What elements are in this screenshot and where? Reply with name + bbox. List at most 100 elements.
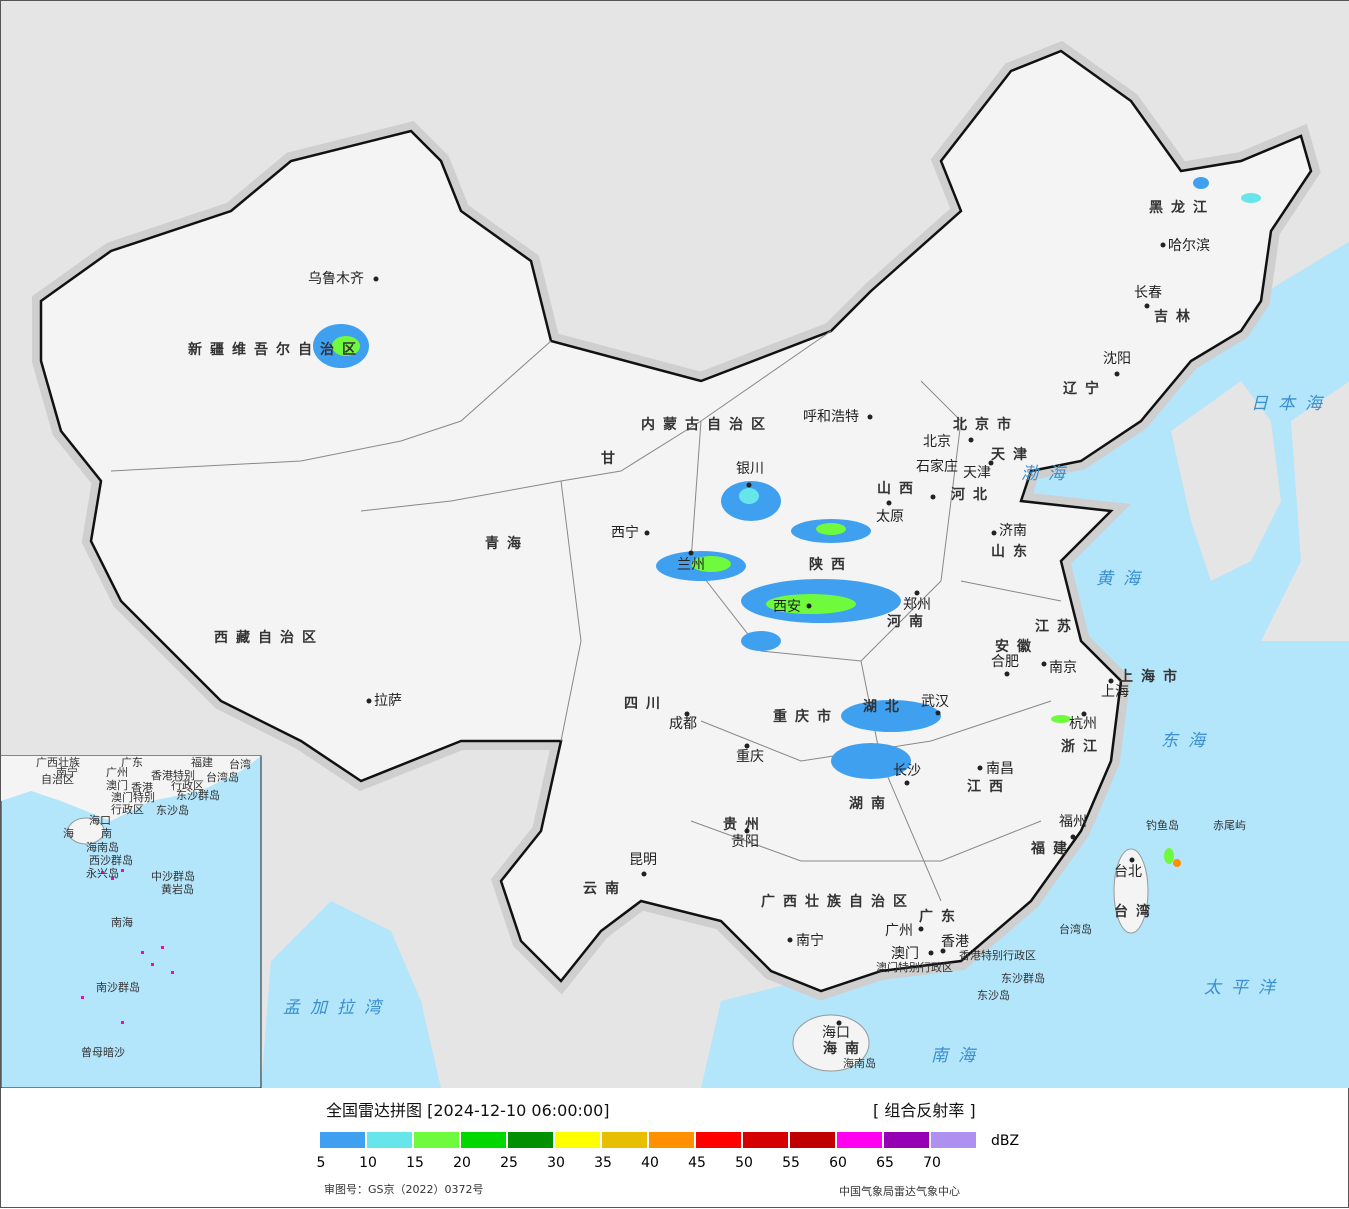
data-source: 中国气象局雷达气象中心 [839,1185,960,1198]
color-scale [320,1132,978,1148]
inset-label: 台湾岛 [206,770,239,784]
city-dot [836,1020,842,1026]
province-label: 重庆市 [773,708,839,725]
inset-label: 自治区 [41,772,74,786]
color-swatch [696,1132,741,1148]
city-dot [988,460,994,466]
scale-tick: 25 [500,1155,518,1171]
city-dot [886,500,892,506]
inset-label: 台湾 [229,757,251,771]
scale-tick: 45 [688,1155,706,1171]
city-dot [940,948,946,954]
city-label: 拉萨 [374,693,402,709]
inset-label: 东沙群岛 [176,788,220,802]
city-dot [1144,303,1150,309]
taiwan-island [1113,848,1149,934]
city-dot [928,950,934,956]
korea-land [1171,381,1281,581]
city-label: 济南 [999,523,1027,539]
province-label: 台湾 [1114,903,1158,920]
province-label: 吉林 [1154,308,1198,325]
radar-map[interactable]: 新疆维吾尔自治区西藏自治区青海甘内蒙古自治区黑龙江吉林辽宁河北山西陕西山东河南江… [1,1,1349,1088]
inset-label: 海口 [89,813,111,827]
city-dot [968,437,974,443]
city-label: 长春 [1134,285,1162,301]
scale-tick: 10 [359,1155,377,1171]
city-label: 南宁 [796,932,824,949]
sea-label: 东海 [1161,731,1215,751]
scale-tick: 15 [406,1155,424,1171]
city-dot [373,276,379,282]
city-label: 贵阳 [731,834,759,850]
city-label: 福州 [1059,814,1087,830]
island-label: 东沙岛 [977,988,1010,1002]
province-label: 四川 [624,696,668,712]
color-swatch [884,1132,929,1148]
province-label: 内蒙古自治区 [641,416,773,433]
color-swatch [461,1132,506,1148]
inset-label: 广西壮族 [36,755,80,769]
inset-label: 南沙群岛 [96,980,140,994]
city-dot [787,937,793,943]
scale-tick: 5 [316,1155,326,1171]
scale-tick: 60 [829,1155,847,1171]
city-dot [806,603,812,609]
city-label: 澳门 [891,946,919,962]
city-label: 石家庄 [916,458,958,475]
inset-label: 福建 [191,755,213,769]
sea-label: 南海 [931,1046,985,1066]
province-label: 甘 [601,450,623,467]
scale-tick: 55 [782,1155,800,1171]
sea-label: 渤海 [1021,464,1075,484]
city-label: 成都 [669,716,697,732]
province-label: 上海市 [1119,668,1185,685]
china-land [39,49,1313,993]
inset-label: 海南岛 [86,840,119,854]
sea-label: 日本海 [1251,394,1332,414]
city-label: 天津 [963,465,991,481]
city-dot [746,482,752,488]
city-dot [1114,371,1120,377]
color-swatch [837,1132,882,1148]
city-dot [1108,678,1114,684]
province-label: 福建 [1030,840,1075,857]
city-label: 重庆 [736,749,764,765]
city-label: 长沙 [893,763,921,779]
inset-label: 东沙岛 [156,803,189,817]
city-label: 广州 [885,923,913,939]
city-label: 西安 [773,599,801,615]
province-label: 陕西 [809,556,853,573]
color-swatch [602,1132,647,1148]
scale-tick: 40 [641,1155,659,1171]
city-dot [977,765,983,771]
province-label: 河南 [887,613,931,630]
province-label: 广东 [919,908,963,925]
sea-label: 孟加拉湾 [283,998,391,1018]
city-dot [1160,242,1166,248]
province-label: 江苏 [1035,618,1079,635]
province-label: 广西壮族自治区 [761,893,915,910]
sea-label: 太平洋 [1204,978,1285,998]
city-label: 北京 [923,434,951,450]
island-label: 钓鱼岛 [1146,818,1179,832]
city-label: 哈尔滨 [1168,238,1210,254]
color-swatch [649,1132,694,1148]
inset-label: 行政区 [111,802,144,816]
city-label: 南昌 [986,761,1014,777]
province-label: 安徽 [995,638,1039,655]
color-swatch [367,1132,412,1148]
inset-label: 中沙群岛 [151,869,195,883]
city-dot [904,780,910,786]
inset-label: 南海 [111,915,133,929]
color-swatch [743,1132,788,1148]
province-label: 湖北 [863,699,907,715]
province-label: 青海 [485,535,529,552]
inset-label: 广州 [106,766,128,779]
city-label: 太原 [876,509,904,525]
province-label: 北京市 [953,416,1019,433]
city-label: 沈阳 [1103,351,1131,367]
city-label: 郑州 [903,597,931,613]
city-dot [366,698,372,704]
inset-label: 香港 [131,781,153,794]
